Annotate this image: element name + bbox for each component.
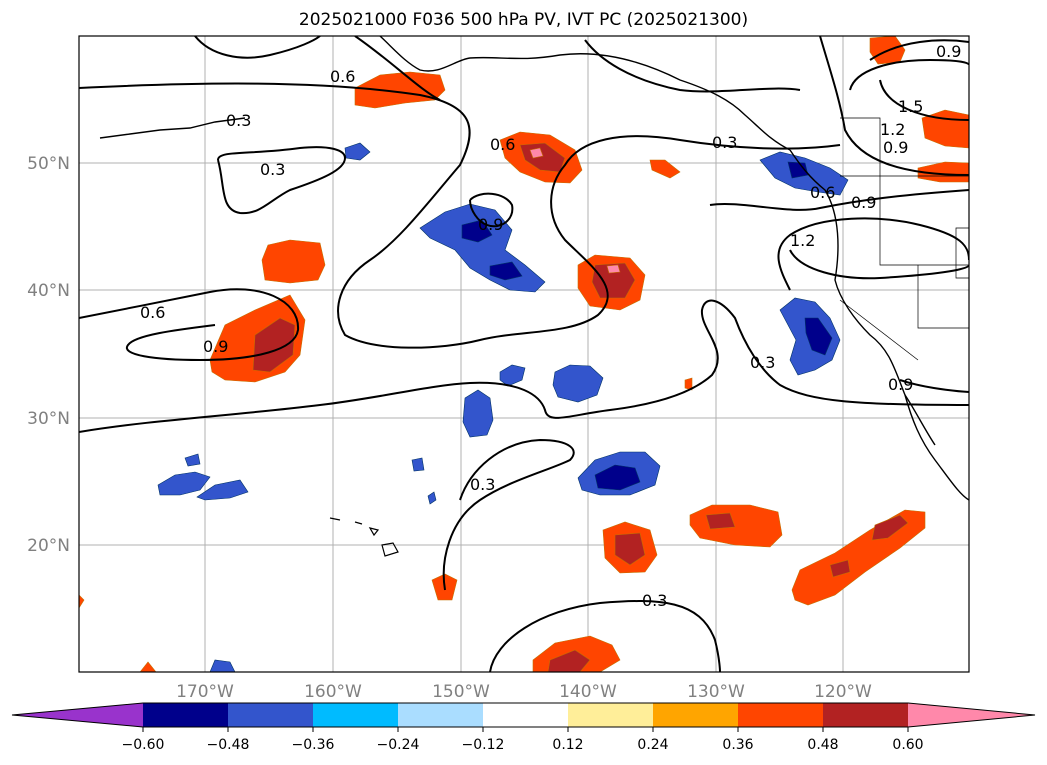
contour-label: 0.9 (203, 337, 228, 356)
anomaly-blob (261, 239, 326, 284)
contour-label: 0.3 (642, 591, 667, 610)
colorbar-extend-low (12, 703, 143, 727)
colorbar (11, 702, 1036, 728)
anomaly-blob (552, 364, 604, 403)
lon-label: 120°W (814, 682, 872, 702)
anomaly-blob (499, 364, 526, 387)
contour-label: 0.6 (140, 303, 165, 322)
contour-label: 0.9 (888, 375, 913, 394)
colorbar-segment (313, 703, 398, 727)
hawaii-islands (329, 517, 399, 557)
anomaly-blob (209, 659, 236, 672)
anomaly-blob (649, 159, 681, 179)
colorbar-segment (823, 703, 908, 727)
anomaly-blob (684, 377, 693, 391)
colorbar-segment (653, 703, 738, 727)
contour-label: 0.6 (330, 67, 355, 86)
contour-label: 0.3 (470, 475, 495, 494)
anomaly-blob (354, 71, 446, 109)
contour-label: 0.3 (750, 353, 775, 372)
colorbar-tick-label: 0.60 (892, 737, 923, 753)
anomaly-blob (591, 262, 636, 299)
colorbar-segment (483, 703, 568, 727)
colorbar-segment (143, 703, 228, 727)
colorbar-extend-high (908, 703, 1035, 727)
colorbar-segment (228, 703, 313, 727)
contour-labels: 0.9 0.3 0.6 0.9 0.6 0.3 0.6 0.9 1.2 1.5 … (140, 42, 961, 610)
anomaly-blob (917, 161, 969, 183)
coastlines (99, 36, 969, 501)
anomaly-blob (252, 317, 296, 373)
map-title: 2025021000 F036 500 hPa PV, IVT PC (2025… (298, 10, 749, 30)
anomaly-blob (829, 559, 851, 578)
lon-label: 160°W (304, 682, 362, 702)
colorbar-tick-label: 0.12 (552, 737, 583, 753)
colorbar-tick-label: 0.48 (807, 737, 838, 753)
lat-label: 30°N (27, 409, 70, 429)
lon-labels: 170°W 160°W 150°W 140°W 130°W 120°W (176, 682, 872, 702)
contour-label: 0.3 (226, 111, 251, 130)
contour-label: 1.5 (898, 97, 923, 116)
contour-label: 0.9 (936, 42, 961, 61)
lat-label: 40°N (27, 281, 70, 301)
lat-label: 20°N (27, 536, 70, 556)
colorbar-tick-label: 0.36 (722, 737, 753, 753)
anomaly-blob (489, 261, 523, 281)
colorbar-tick-label: −0.36 (292, 737, 335, 753)
anomaly-blob (157, 471, 211, 496)
colorbar-tick-label: −0.48 (207, 737, 250, 753)
anomaly-blob (614, 532, 646, 566)
anomaly-blob (344, 142, 371, 161)
contour-label: 0.3 (712, 133, 737, 152)
colorbar-tick-label: −0.24 (377, 737, 420, 753)
anomaly-blob (606, 264, 621, 274)
colorbar-ticks: −0.60 −0.48 −0.36 −0.24 −0.12 0.12 0.24 0.36 0.4… (122, 727, 924, 753)
contour-label: 0.3 (260, 160, 285, 179)
lon-label: 150°W (432, 682, 490, 702)
lon-label: 170°W (176, 682, 234, 702)
colorbar-tick-label: −0.12 (462, 737, 505, 753)
contour-label: 1.2 (790, 231, 815, 250)
contour-label: 0.6 (490, 135, 515, 154)
anomaly-blob (689, 504, 783, 548)
contour-label: 0.9 (851, 193, 876, 212)
contour-label: 0.9 (883, 138, 908, 157)
lon-label: 130°W (687, 682, 745, 702)
lon-label: 140°W (559, 682, 617, 702)
anomaly-blob (427, 491, 437, 505)
anomaly-blob (79, 594, 85, 609)
borders (839, 117, 969, 361)
anomaly-blob (411, 457, 425, 472)
anomaly-blob (139, 661, 157, 672)
pv-negative-anomalies (157, 142, 849, 672)
anomaly-blob (547, 649, 591, 672)
contour-label: 1.2 (880, 120, 905, 139)
anomaly-blob (462, 389, 494, 438)
colorbar-tick-label: 0.24 (637, 737, 668, 753)
anomaly-blob (871, 514, 909, 541)
anomaly-blob (594, 464, 641, 491)
colorbar-tick-label: −0.60 (122, 737, 165, 753)
ivt-contours (79, 36, 969, 672)
anomaly-blob (529, 147, 544, 159)
lat-label: 50°N (27, 154, 70, 174)
colorbar-segment (738, 703, 823, 727)
contour-label: 0.6 (810, 183, 835, 202)
anomaly-blob (804, 317, 833, 356)
map-frame (78, 35, 970, 673)
anomaly-blob (184, 453, 201, 467)
anomaly-blob (705, 512, 736, 530)
contour-label: 0.9 (478, 215, 503, 234)
colorbar-segment (398, 703, 483, 727)
anomaly-blob (196, 479, 249, 501)
colorbar-segment (568, 703, 653, 727)
lat-labels: 50°N 40°N 30°N 20°N (27, 154, 70, 556)
